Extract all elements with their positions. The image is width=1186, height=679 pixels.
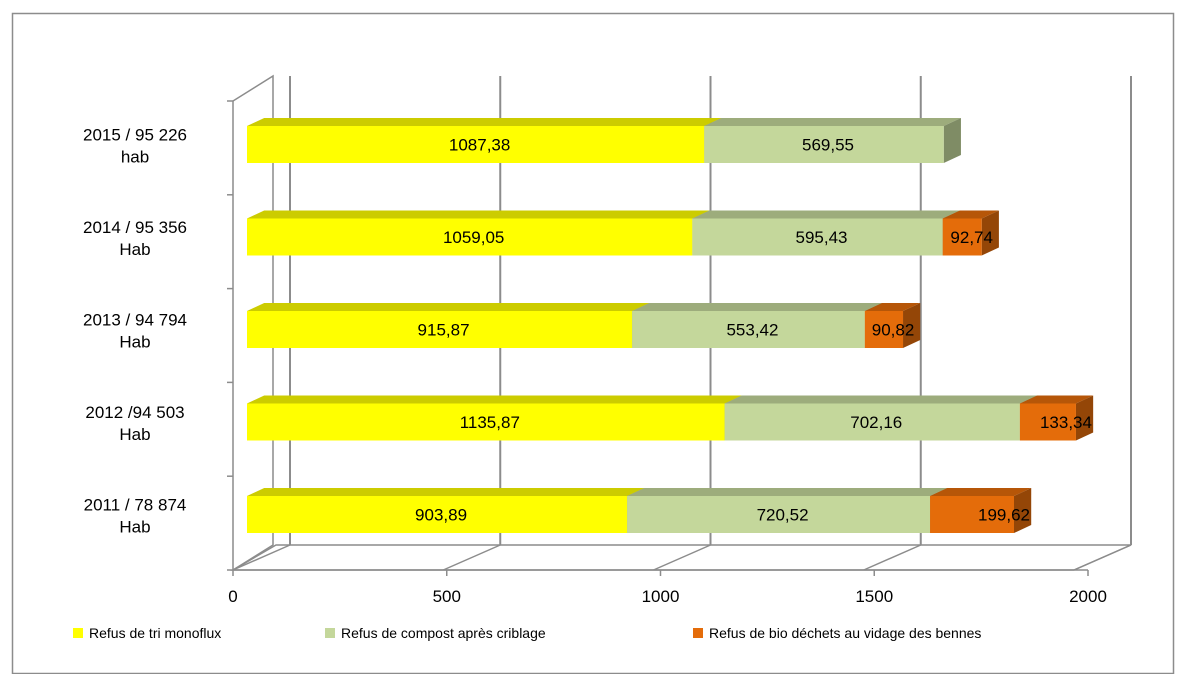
- gridline-floor: [653, 544, 711, 571]
- legend-swatch: [325, 628, 335, 638]
- bar-segment: [247, 311, 633, 348]
- bar-segment-top: [930, 488, 1032, 496]
- data-label: 702,16: [850, 413, 902, 432]
- category-label: 2012 /94 503 Hab: [85, 403, 184, 444]
- bar-segment-top: [247, 395, 742, 404]
- bar-segment-side: [1014, 488, 1032, 533]
- data-label: 720,52: [757, 506, 809, 525]
- legend-label: Refus de compost après criblage: [341, 625, 546, 641]
- x-tick-label: 0: [228, 587, 237, 606]
- bar-segment: [1019, 403, 1076, 441]
- bar-segment-side: [1075, 395, 1094, 441]
- bar-segment-top: [632, 303, 883, 311]
- bar-segment-side: [981, 210, 999, 256]
- data-label: 1059,05: [443, 228, 504, 247]
- gridline-floor: [442, 544, 501, 571]
- bar-segment: [247, 496, 628, 533]
- category-label: 2014 / 95 356 Hab: [83, 218, 187, 259]
- bar-segment: [930, 496, 1015, 533]
- bar-segment: [704, 126, 944, 163]
- data-label: 90,82: [872, 321, 915, 340]
- bar-segment: [724, 403, 1020, 441]
- data-label: 92,74: [950, 228, 993, 247]
- bar-segment-side: [943, 118, 961, 163]
- legend-label: Refus de bio déchets au vidage des benne…: [709, 625, 981, 641]
- data-label: 1135,87: [460, 413, 520, 432]
- data-label: 569,55: [802, 136, 854, 155]
- x-tick-label: 1000: [642, 587, 680, 606]
- bar-segment: [632, 311, 865, 348]
- x-tick-label: 500: [433, 587, 461, 606]
- legend-swatch: [73, 628, 83, 638]
- gridline-floor: [1073, 544, 1132, 571]
- bar-segment: [247, 218, 693, 256]
- bar-segment-top: [627, 488, 948, 496]
- data-label: 903,89: [415, 506, 467, 525]
- x-tick-label: 1500: [855, 587, 893, 606]
- data-label: 915,87: [418, 321, 470, 340]
- x-tick-label: 2000: [1069, 587, 1107, 606]
- bar-segment-top: [942, 210, 999, 219]
- gridline-floor: [232, 544, 291, 571]
- bar-segment: [247, 126, 705, 163]
- gridline-floor: [863, 544, 922, 571]
- legend-swatch: [693, 628, 703, 638]
- data-label: 553,42: [726, 321, 778, 340]
- category-label: 2013 / 94 794 Hab: [83, 311, 187, 352]
- bar-segment-top: [247, 118, 722, 126]
- bar-segment-side: [903, 303, 921, 348]
- bar-segment-top: [247, 303, 650, 311]
- data-label: 1087,38: [449, 136, 510, 155]
- bar-segment-top: [864, 303, 921, 311]
- bar-segment: [864, 311, 904, 348]
- bar-segment-top: [692, 210, 960, 219]
- bar-segment: [627, 496, 931, 533]
- data-label: 595,43: [796, 228, 848, 247]
- bar-segment: [942, 218, 982, 256]
- bar-segment: [247, 403, 725, 441]
- bar-segment-top: [724, 395, 1038, 404]
- bar-segment-top: [704, 118, 961, 126]
- category-label: 2015 / 95 226 hab: [83, 126, 187, 167]
- bar-segment: [692, 218, 943, 256]
- bar-segment-top: [247, 488, 645, 496]
- bar-segment-top: [1019, 395, 1094, 404]
- data-label: 199,62: [978, 506, 1030, 525]
- data-label: 133,34: [1040, 413, 1092, 432]
- bar-segment-top: [247, 210, 710, 219]
- legend-label: Refus de tri monoflux: [89, 625, 221, 641]
- category-label: 2011 / 78 874 Hab: [84, 496, 187, 537]
